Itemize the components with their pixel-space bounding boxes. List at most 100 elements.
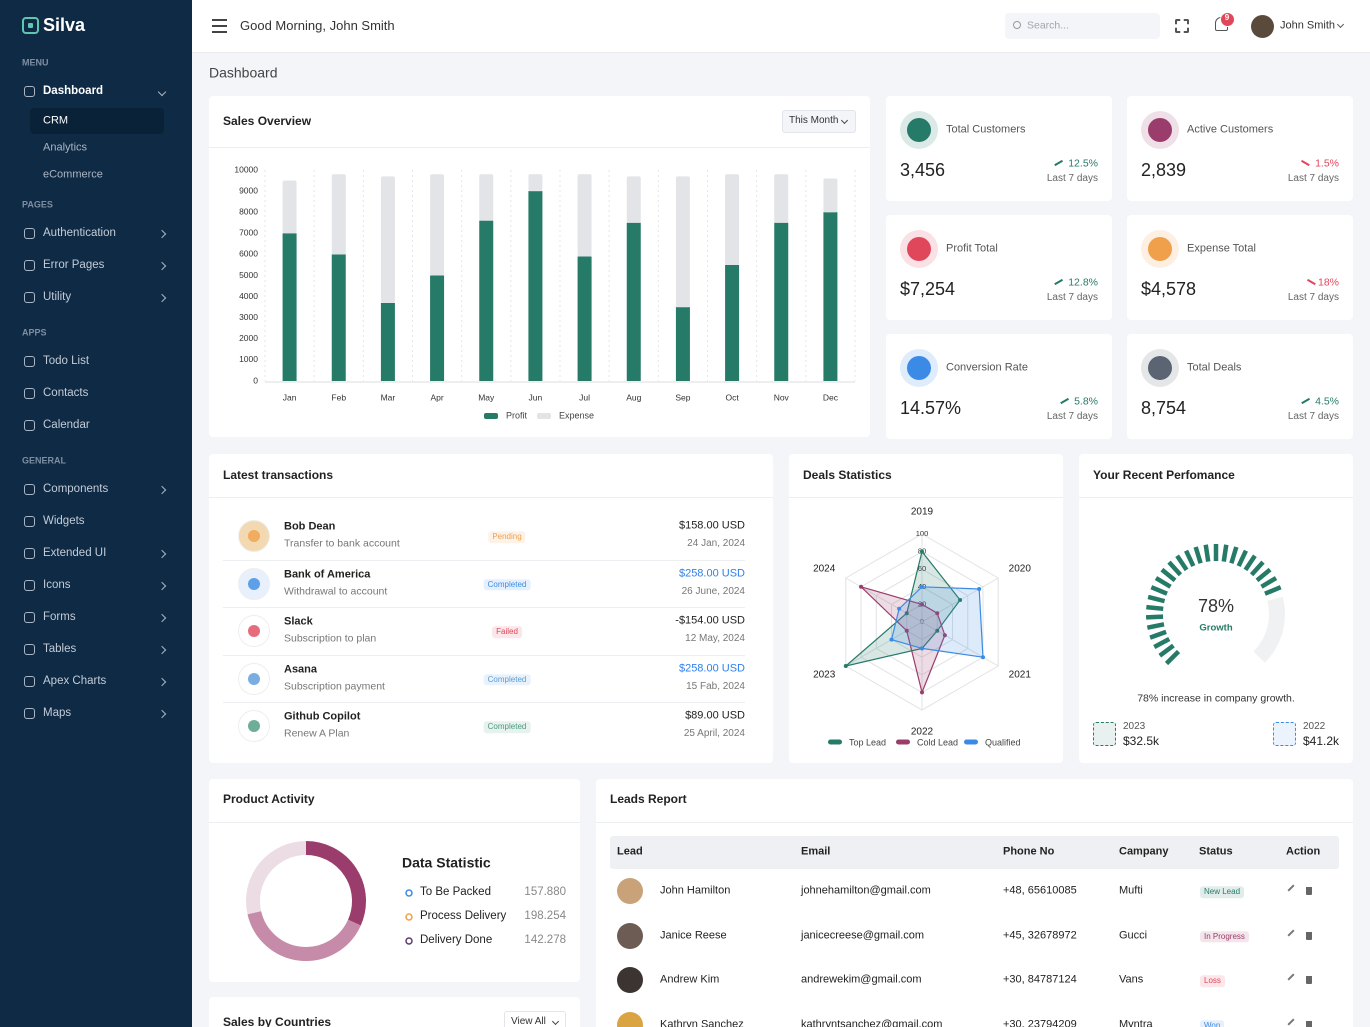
sidebar-item[interactable]: Forms: [43, 611, 76, 624]
stat-card: [1127, 96, 1353, 201]
card-title: Product Activity: [223, 791, 315, 806]
sidebar-item[interactable]: Utility: [43, 291, 72, 304]
stat-change: 1.5%: [1315, 157, 1339, 170]
fullscreen-icon[interactable]: [1175, 19, 1189, 33]
sidebar-item[interactable]: Apex Charts: [43, 675, 107, 688]
sidebar-item[interactable]: Icons: [43, 579, 71, 592]
transaction-amount: $158.00 USD: [678, 519, 745, 532]
table-header: [610, 836, 1339, 869]
stat-change: 5.8%: [1074, 395, 1098, 408]
legend-value: 142.278: [524, 934, 566, 947]
stat-change: 12.5%: [1068, 157, 1098, 170]
legend-value: 157.880: [524, 886, 566, 899]
stat-label: Conversion Rate: [946, 361, 1028, 374]
year-icon: [1273, 722, 1296, 746]
legend-value: 198.254: [524, 910, 566, 923]
transaction-desc: Subscription to plan: [284, 632, 377, 645]
row-divider: [223, 607, 745, 608]
stat-label: Total Deals: [1187, 361, 1242, 374]
lead-avatar: [617, 967, 643, 993]
sidebar-section-title: MENU: [22, 57, 49, 68]
transaction-amount: -$154.00 USD: [675, 614, 745, 627]
delete-icon[interactable]: [1306, 976, 1312, 984]
year-value: $41.2k: [1303, 733, 1340, 748]
stat-value: $4,578: [1141, 279, 1197, 300]
sidebar-item[interactable]: Dashboard: [43, 85, 104, 98]
row-divider: [223, 654, 745, 656]
transaction-amount: $258.00 USD: [678, 661, 745, 674]
notification-badge: [1220, 12, 1235, 27]
notification-count: 9: [1224, 13, 1230, 23]
card-title: Your Recent Perfomance: [1093, 467, 1235, 482]
lead-name: John Hamilton: [660, 884, 731, 897]
transaction-name: Asana: [284, 662, 318, 675]
menu-icon-bar: [212, 31, 227, 33]
delete-icon[interactable]: [1306, 1020, 1312, 1027]
topbar: [192, 0, 1370, 53]
stat-card: [886, 334, 1112, 439]
search-box[interactable]: [1005, 13, 1160, 39]
sidebar-item[interactable]: Components: [43, 483, 109, 496]
status-badge: Pending: [488, 531, 526, 543]
status-badge: Completed: [483, 578, 531, 591]
legend-label: To Be Packed: [420, 886, 491, 899]
card-title: Latest transactions: [223, 467, 334, 482]
transaction-date: 15 Fab, 2024: [686, 680, 745, 692]
sidebar-subitem[interactable]: CRM: [43, 114, 69, 127]
lead-company: Vans: [1119, 973, 1144, 986]
column-header: Campany: [1119, 845, 1169, 858]
transaction-name: Github Copilot: [284, 710, 361, 723]
sidebar-icon: [24, 708, 35, 719]
lead-phone: +30, 84787124: [1003, 973, 1077, 986]
card: [1079, 454, 1353, 763]
transaction-avatar: [238, 662, 270, 695]
sidebar-item[interactable]: Calendar: [43, 419, 90, 432]
lead-name: Kathryn Sanchez: [660, 1017, 744, 1027]
stat-label: Active Customers: [1187, 123, 1274, 136]
sidebar-icon: [24, 612, 35, 623]
stat-value: 2,839: [1141, 160, 1187, 181]
lead-name: Janice Reese: [660, 928, 727, 941]
lead-avatar: [617, 922, 643, 949]
status-badge: Failed: [492, 626, 522, 638]
sidebar-section-title: GENERAL: [22, 455, 67, 466]
sidebar-subitem[interactable]: Analytics: [43, 141, 88, 154]
sidebar-item[interactable]: Authentication: [43, 227, 116, 240]
sidebar-icon: [24, 548, 35, 559]
sidebar-subitem[interactable]: eCommerce: [43, 168, 103, 181]
card: [596, 779, 1353, 1027]
stat-period: Last 7 days: [1046, 292, 1098, 303]
view-all-button[interactable]: [504, 1011, 566, 1027]
column-header: Email: [801, 845, 831, 858]
year-icon: [1093, 722, 1116, 746]
sidebar-item[interactable]: Extended UI: [43, 547, 107, 560]
year-value: $32.5k: [1123, 733, 1160, 748]
sidebar-icon: [24, 86, 35, 97]
sidebar-icon: [24, 356, 35, 367]
sidebar-item[interactable]: Todo List: [43, 355, 90, 368]
lead-company: Myntra: [1119, 1017, 1153, 1027]
delete-icon[interactable]: [1306, 887, 1312, 895]
sidebar-item[interactable]: Tables: [43, 643, 77, 656]
sidebar-item[interactable]: Maps: [43, 707, 72, 720]
sidebar-item[interactable]: Widgets: [43, 515, 85, 528]
transaction-name: Bank of America: [284, 567, 371, 580]
filter-button[interactable]: [782, 110, 856, 133]
stat-period: Last 7 days: [1287, 292, 1339, 303]
user-name[interactable]: John Smith: [1280, 19, 1336, 32]
delete-icon[interactable]: [1306, 931, 1312, 940]
lead-phone: +45, 32678972: [1003, 928, 1077, 941]
sidebar-icon: [24, 260, 35, 271]
sidebar-icon: [24, 676, 35, 687]
card-divider: [789, 497, 1063, 498]
sidebar-icon: [24, 292, 35, 303]
stat-period: Last 7 days: [1046, 411, 1098, 422]
transaction-desc: Withdrawal to account: [284, 585, 388, 598]
sidebar-item[interactable]: Contacts: [43, 387, 89, 400]
column-header: Status: [1199, 845, 1233, 858]
lead-name: Andrew Kim: [660, 973, 720, 986]
card: [209, 454, 773, 763]
sidebar-item[interactable]: Error Pages: [43, 259, 105, 272]
transaction-date: 25 April, 2024: [683, 728, 745, 739]
